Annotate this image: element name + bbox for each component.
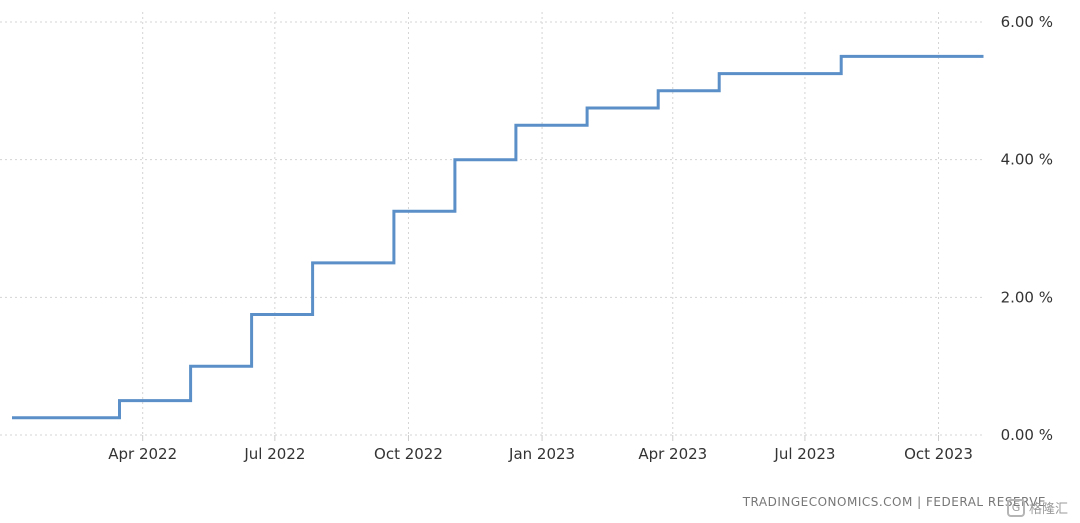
series-group xyxy=(12,54,984,420)
x-tick-label: Jul 2022 xyxy=(243,445,305,463)
x-tick-label: Oct 2022 xyxy=(374,445,443,463)
y-tick-label: 0.00 % xyxy=(1001,426,1053,444)
y-tick-label: 4.00 % xyxy=(1001,151,1053,169)
series-line xyxy=(12,54,984,420)
x-tick-label: Apr 2023 xyxy=(638,445,707,463)
watermark: G 格隆汇 xyxy=(1006,498,1068,517)
grid xyxy=(0,12,985,436)
x-tick-label: Apr 2022 xyxy=(108,445,177,463)
x-tick-label: Oct 2023 xyxy=(904,445,973,463)
source-credit: TRADINGECONOMICS.COM | FEDERAL RESERVE xyxy=(742,495,1046,509)
x-tick-label: Jul 2023 xyxy=(773,445,835,463)
x-tick-label: Jan 2023 xyxy=(508,445,575,463)
watermark-text: 格隆汇 xyxy=(1028,502,1068,517)
y-axis: 0.00 % 2.00 % 4.00 % 6.00 % xyxy=(1001,13,1053,444)
y-tick-label: 6.00 % xyxy=(1001,13,1053,31)
y-tick-label: 2.00 % xyxy=(1001,288,1053,306)
watermark-logo-icon: G xyxy=(1006,498,1025,517)
x-axis: Apr 2022 Jul 2022 Oct 2022 Jan 2023 Apr 2023… xyxy=(108,435,973,463)
